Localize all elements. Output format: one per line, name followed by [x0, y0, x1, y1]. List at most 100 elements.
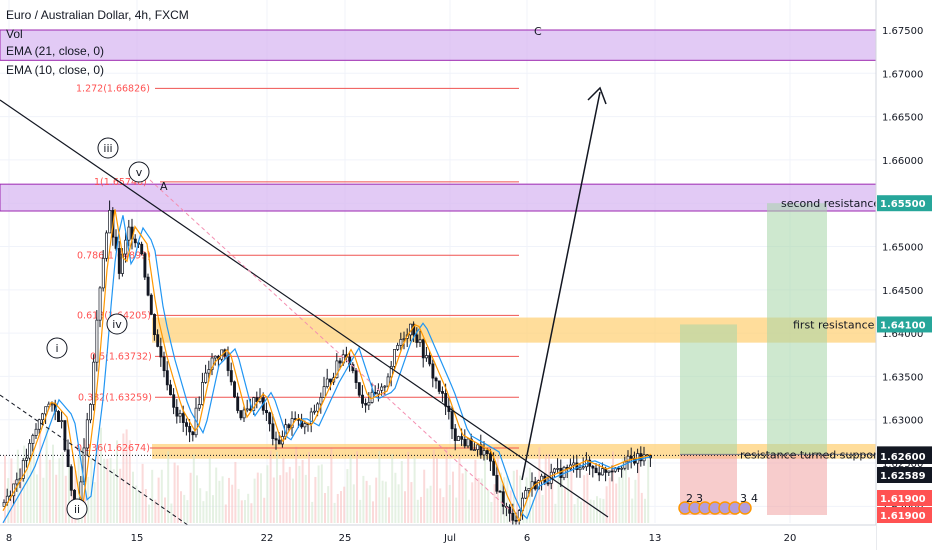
volume-bar	[55, 474, 58, 523]
label-wave-iv-circle	[106, 313, 128, 335]
candle-body	[431, 363, 435, 379]
candle-body	[15, 479, 19, 485]
price-axis-tick: 1.67000	[882, 69, 923, 80]
volume-bar	[512, 470, 515, 523]
volume-bar	[375, 477, 378, 523]
volume-bar	[100, 427, 102, 523]
volume-bar	[36, 474, 38, 523]
volume-bar	[68, 463, 70, 523]
candle-body	[252, 397, 256, 411]
volume-bar	[516, 469, 518, 523]
label-wave-a: A	[160, 180, 168, 193]
volume-bar	[42, 477, 45, 523]
volume-bar	[247, 493, 250, 523]
volume-bar	[628, 477, 630, 523]
volume-bar	[381, 480, 384, 523]
volume-bar	[557, 468, 560, 523]
volume-bar	[567, 469, 570, 523]
volume-bar	[340, 491, 342, 523]
volume-bar	[212, 495, 214, 523]
zone-purple-top	[0, 29, 877, 61]
trade-target-zone	[767, 203, 827, 455]
label-wave-v-circle	[128, 161, 150, 183]
volume-bar	[218, 480, 221, 523]
volume-bar	[407, 451, 410, 523]
candle-body	[361, 394, 364, 404]
candle-body	[444, 393, 448, 407]
time-axis-tick: 22	[261, 533, 274, 544]
candle-body	[482, 450, 486, 456]
volume-bar	[388, 497, 390, 523]
volume-bar	[439, 488, 442, 523]
volume-bar	[404, 491, 406, 523]
volume-bar	[362, 475, 365, 523]
candle-body	[172, 394, 176, 408]
time-axis-tick: 8	[6, 533, 12, 544]
volume-bar	[544, 454, 547, 523]
candle-body	[309, 411, 313, 424]
price-label: 1.65500	[880, 199, 926, 210]
candle-body	[41, 413, 44, 421]
candle-body	[98, 287, 102, 321]
volume-bar	[637, 458, 640, 523]
legend-ema21[interactable]: EMA (21, close, 0)	[6, 44, 105, 58]
candle-body	[175, 406, 179, 417]
time-axis-bg	[0, 525, 876, 550]
time-axis-tick: 6	[524, 533, 530, 544]
volume-bar	[266, 465, 269, 523]
volume-bar	[532, 499, 534, 523]
volume-bar	[135, 485, 138, 523]
legend-volume[interactable]: Vol	[6, 27, 23, 41]
trade-stop-zone	[767, 454, 827, 515]
candle-body	[556, 468, 560, 470]
candle-body	[21, 460, 25, 479]
volume-bar	[116, 440, 118, 523]
volume-bar	[167, 451, 170, 523]
volume-bar	[327, 486, 330, 523]
legend-ema10[interactable]: EMA (10, close, 0)	[6, 63, 105, 77]
volume-bar	[384, 481, 387, 523]
volume-bar	[416, 499, 419, 523]
volume-bar	[144, 488, 147, 523]
price-label: 1.61900	[880, 511, 926, 522]
volume-bar	[317, 465, 320, 523]
candle-body	[469, 438, 473, 451]
price-axis-tick: 1.63500	[882, 372, 923, 383]
volume-bar	[432, 449, 435, 523]
volume-bar	[592, 500, 595, 523]
volume-bar	[608, 477, 611, 523]
volume-bar	[314, 476, 317, 523]
candle-body	[149, 294, 153, 315]
volume-bar	[138, 492, 141, 523]
candle-body	[354, 370, 358, 383]
candle-body	[399, 339, 403, 346]
candle-body	[460, 436, 464, 440]
candle-body	[322, 386, 326, 398]
zone-purple-mid	[0, 183, 877, 212]
volume-bar	[32, 451, 35, 523]
volume-bar	[26, 455, 29, 523]
candle-body	[415, 334, 419, 343]
candle-body	[610, 470, 614, 473]
volume-bar	[586, 473, 589, 523]
candle-body	[335, 360, 339, 379]
volume-bar	[298, 465, 301, 523]
candle-body	[108, 210, 112, 234]
volume-bar	[154, 499, 157, 523]
candle-body	[274, 438, 278, 441]
volume-bar	[295, 446, 298, 523]
candle-body	[181, 413, 185, 423]
candle-body	[325, 378, 329, 387]
candle-body	[95, 319, 99, 363]
volume-bar	[260, 473, 262, 523]
candle-body	[594, 467, 598, 474]
candle-body	[393, 349, 396, 367]
candle-body	[553, 468, 556, 473]
event-label: 3	[740, 492, 747, 505]
volume-bar	[570, 464, 573, 523]
candle-body	[450, 411, 454, 430]
candle-body	[386, 376, 390, 387]
candle-body	[25, 457, 28, 461]
